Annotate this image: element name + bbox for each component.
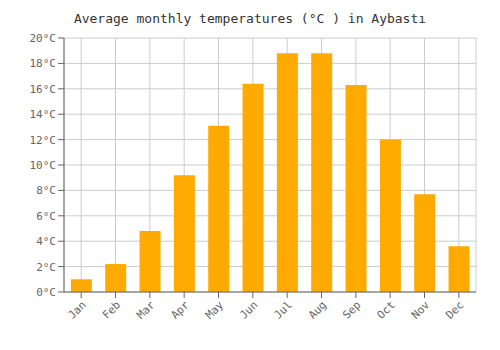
svg-text:May: May xyxy=(203,298,227,322)
svg-text:2°C: 2°C xyxy=(36,261,56,274)
svg-text:8°C: 8°C xyxy=(36,184,56,197)
svg-text:Jul: Jul xyxy=(272,298,295,321)
svg-text:Apr: Apr xyxy=(169,298,193,322)
svg-text:12°C: 12°C xyxy=(30,134,57,147)
svg-text:Jun: Jun xyxy=(237,298,260,321)
svg-text:4°C: 4°C xyxy=(36,235,56,248)
svg-text:14°C: 14°C xyxy=(30,108,57,121)
svg-text:Feb: Feb xyxy=(100,298,123,321)
svg-text:18°C: 18°C xyxy=(30,57,57,70)
svg-text:6°C: 6°C xyxy=(36,210,56,223)
svg-text:Jan: Jan xyxy=(66,298,89,321)
svg-text:Aug: Aug xyxy=(306,298,329,321)
svg-text:20°C: 20°C xyxy=(30,32,57,45)
svg-text:16°C: 16°C xyxy=(30,83,57,96)
svg-text:Dec: Dec xyxy=(443,298,466,321)
svg-text:0°C: 0°C xyxy=(36,286,56,299)
svg-text:Mar: Mar xyxy=(134,298,158,322)
svg-text:Nov: Nov xyxy=(409,298,433,322)
html-text:Average monthly temperatures (: Average monthly temperatures (°C ) in Ay… xyxy=(73,11,427,26)
svg-text:Oct: Oct xyxy=(375,298,398,321)
svg-text:10°C: 10°C xyxy=(30,159,57,172)
svg-text:Sep: Sep xyxy=(340,298,363,321)
